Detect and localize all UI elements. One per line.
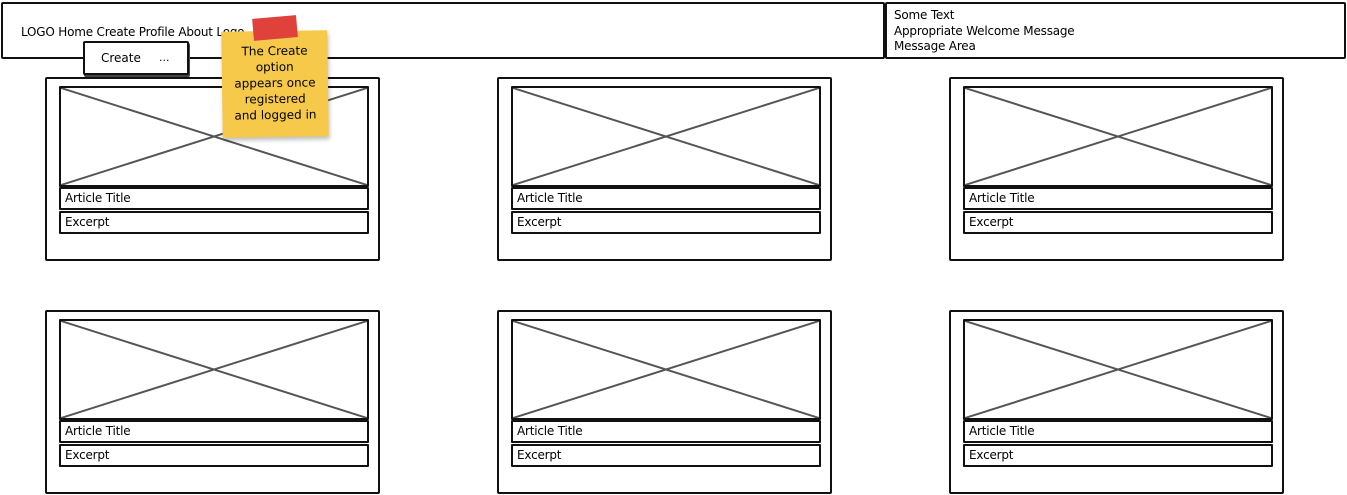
article-excerpt: Excerpt xyxy=(511,444,821,467)
create-menu-item[interactable]: Create xyxy=(101,51,141,65)
nav-links[interactable]: LOGO Home Create Profile About Logo xyxy=(21,25,245,39)
article-excerpt: Excerpt xyxy=(963,211,1273,234)
sticky-note-text: The Create option appears once registere… xyxy=(234,43,317,123)
article-title[interactable]: Article Title xyxy=(963,420,1273,443)
article-card[interactable]: Article Title Excerpt xyxy=(497,77,832,261)
message-line-area: Message Area xyxy=(894,39,976,53)
message-line-welcome: Appropriate Welcome Message xyxy=(894,24,1075,38)
article-excerpt: Excerpt xyxy=(963,444,1273,467)
sticky-note: The Create option appears once registere… xyxy=(221,30,329,138)
article-title[interactable]: Article Title xyxy=(59,187,369,210)
create-dropdown-menu[interactable]: Create ... xyxy=(83,41,189,75)
article-card[interactable]: Article Title Excerpt xyxy=(497,310,832,494)
article-card[interactable]: Article Title Excerpt xyxy=(949,310,1284,494)
sticky-note-tape xyxy=(252,15,298,41)
article-card[interactable]: Article Title Excerpt xyxy=(45,77,380,261)
article-excerpt: Excerpt xyxy=(59,444,369,467)
article-excerpt: Excerpt xyxy=(59,211,369,234)
message-area: Some Text Appropriate Welcome Message Me… xyxy=(885,2,1346,59)
image-placeholder-icon xyxy=(963,86,1273,187)
article-card[interactable]: Article Title Excerpt xyxy=(949,77,1284,261)
article-excerpt: Excerpt xyxy=(511,211,821,234)
article-title[interactable]: Article Title xyxy=(511,187,821,210)
article-title[interactable]: Article Title xyxy=(963,187,1273,210)
image-placeholder-icon xyxy=(511,86,821,187)
message-line-some-text: Some Text xyxy=(894,8,955,22)
image-placeholder-icon xyxy=(511,319,821,420)
article-card[interactable]: Article Title Excerpt xyxy=(45,310,380,494)
article-title[interactable]: Article Title xyxy=(511,420,821,443)
image-placeholder-icon xyxy=(963,319,1273,420)
article-title[interactable]: Article Title xyxy=(59,420,369,443)
image-placeholder-icon xyxy=(59,319,369,420)
create-menu-more[interactable]: ... xyxy=(159,51,170,64)
